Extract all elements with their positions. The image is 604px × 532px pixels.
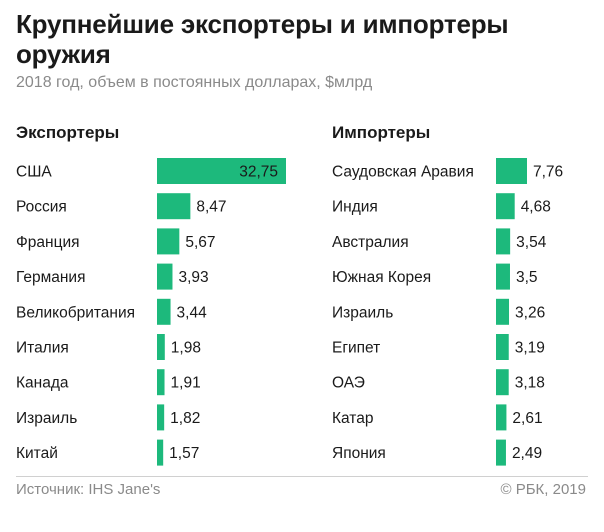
category-label: Израиль (16, 410, 77, 427)
footer-divider (16, 476, 588, 477)
value-label: 1,91 (171, 375, 201, 392)
bar (496, 228, 511, 255)
category-label: Великобритания (16, 304, 135, 321)
category-label: Япония (332, 445, 386, 462)
category-label: Египет (332, 340, 380, 357)
value-label: 4,68 (521, 199, 551, 216)
category-label: Индия (332, 199, 378, 216)
value-label: 1,57 (169, 445, 199, 462)
category-label: Канада (16, 375, 69, 392)
source-note: Источник: IHS Jane's (16, 481, 161, 498)
category-label: Южная Корея (332, 269, 431, 286)
bar (496, 193, 515, 220)
value-label: 7,76 (533, 164, 563, 181)
bar (157, 334, 165, 360)
bar (157, 369, 165, 396)
value-label: 3,18 (515, 375, 545, 392)
category-label: Израиль (332, 304, 393, 321)
category-label: Франция (16, 234, 80, 251)
category-label: Саудовская Аравия (332, 164, 474, 181)
bar (496, 334, 509, 360)
value-label: 3,19 (515, 340, 545, 357)
bar (496, 369, 509, 396)
value-label: 3,44 (177, 304, 208, 321)
category-label: ОАЭ (332, 375, 365, 392)
chart-title: Крупнейшие экспортеры и импортеры оружия (16, 9, 509, 69)
copyright-note: © РБК, 2019 (500, 481, 586, 498)
value-label: 3,93 (178, 269, 208, 286)
bar (496, 263, 510, 290)
bar (157, 158, 286, 184)
importers-heading: Импортеры (332, 123, 431, 142)
bar (157, 404, 165, 431)
category-label: США (16, 164, 52, 181)
category-label: Китай (16, 445, 58, 462)
exporters-heading: Экспортеры (16, 123, 120, 142)
category-label: Германия (16, 269, 86, 286)
chart-subtitle: 2018 год, объем в постоянных долларах, $… (16, 74, 373, 91)
value-label: 2,49 (512, 445, 542, 462)
value-label: 1,98 (171, 340, 201, 357)
value-label: 32,75 (239, 164, 278, 181)
bar (496, 298, 510, 325)
bar (157, 439, 164, 466)
value-label: 8,47 (196, 199, 226, 216)
bar (496, 439, 506, 466)
bar (496, 158, 527, 184)
category-label: Австралия (332, 234, 409, 251)
value-label: 1,82 (170, 410, 200, 427)
bar (157, 263, 173, 290)
bar (496, 404, 507, 431)
bar (157, 298, 171, 325)
value-label: 5,67 (185, 234, 215, 251)
value-label: 3,54 (516, 234, 547, 251)
category-label: Катар (332, 410, 373, 427)
bar (157, 228, 180, 255)
value-label: 2,61 (512, 410, 542, 427)
bar (157, 193, 191, 220)
category-label: Италия (16, 340, 69, 357)
value-label: 3,26 (515, 304, 545, 321)
category-label: Россия (16, 199, 67, 216)
value-label: 3,5 (516, 269, 538, 286)
